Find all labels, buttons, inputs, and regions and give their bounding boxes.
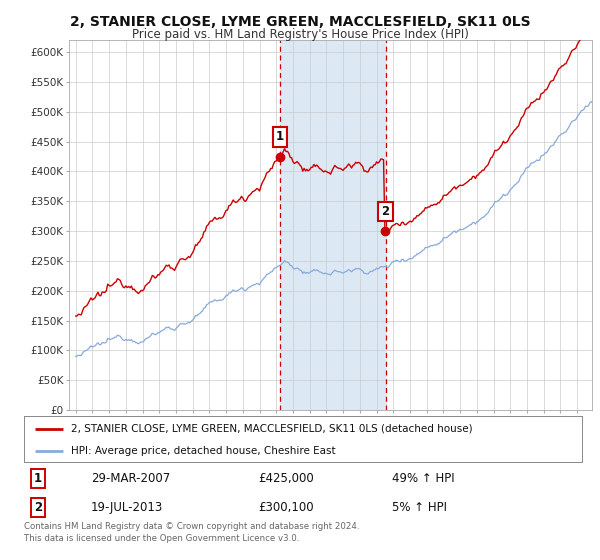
Text: 2, STANIER CLOSE, LYME GREEN, MACCLESFIELD, SK11 0LS: 2, STANIER CLOSE, LYME GREEN, MACCLESFIE… bbox=[70, 15, 530, 29]
Text: 5% ↑ HPI: 5% ↑ HPI bbox=[392, 501, 447, 514]
Text: 49% ↑ HPI: 49% ↑ HPI bbox=[392, 472, 455, 485]
Text: 2, STANIER CLOSE, LYME GREEN, MACCLESFIELD, SK11 0LS (detached house): 2, STANIER CLOSE, LYME GREEN, MACCLESFIE… bbox=[71, 424, 473, 434]
Text: Contains HM Land Registry data © Crown copyright and database right 2024.
This d: Contains HM Land Registry data © Crown c… bbox=[24, 522, 359, 543]
Text: £425,000: £425,000 bbox=[259, 472, 314, 485]
Text: 1: 1 bbox=[34, 472, 42, 485]
Text: £300,100: £300,100 bbox=[259, 501, 314, 514]
Text: 2: 2 bbox=[382, 205, 389, 218]
Text: 2: 2 bbox=[34, 501, 42, 514]
Text: 19-JUL-2013: 19-JUL-2013 bbox=[91, 501, 163, 514]
Text: Price paid vs. HM Land Registry's House Price Index (HPI): Price paid vs. HM Land Registry's House … bbox=[131, 28, 469, 41]
Bar bbox=[280, 40, 386, 410]
Text: 1: 1 bbox=[276, 130, 284, 143]
Text: HPI: Average price, detached house, Cheshire East: HPI: Average price, detached house, Ches… bbox=[71, 446, 336, 455]
Text: 29-MAR-2007: 29-MAR-2007 bbox=[91, 472, 170, 485]
